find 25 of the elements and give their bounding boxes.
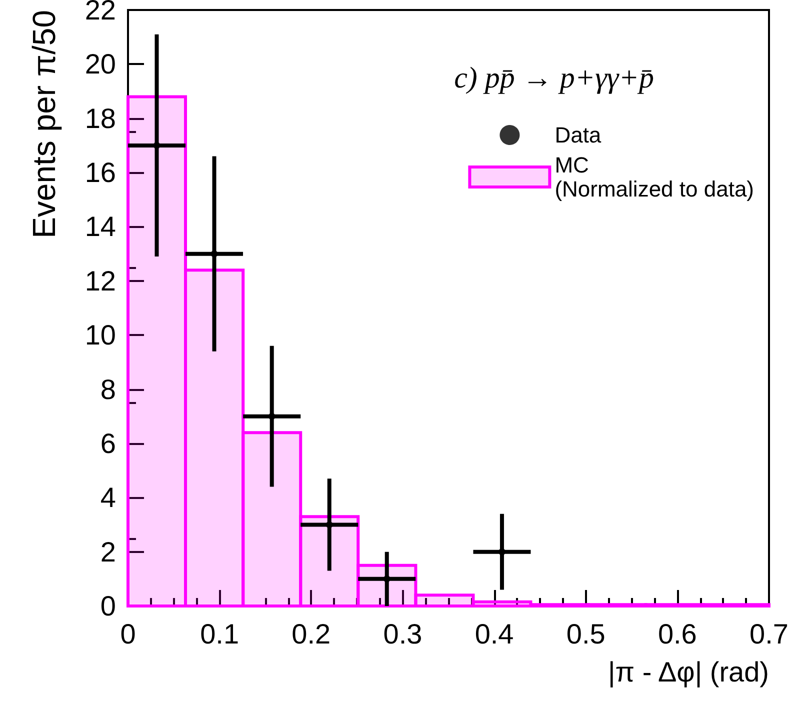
y-tick-label: 8 [100,374,116,405]
x-axis-title: |π - Δφ| (rad) [608,656,769,688]
y-tick-label: 6 [100,428,116,459]
x-tick-label: 0.1 [200,618,240,650]
y-tick-label: 22 [84,0,116,26]
y-tick-label: 20 [84,48,116,80]
x-tick-label: 0.6 [658,618,697,650]
y-tick-label: 16 [84,157,116,188]
legend-label: Data [554,122,602,148]
y-axis-title: Events per π/50 [26,10,62,238]
y-tick-label: 2 [100,536,116,568]
x-tick-label: 0.5 [566,618,606,650]
x-tick-label: 0.2 [292,618,331,650]
text: c) pp̄ → p+γγ+p̄ [454,62,654,94]
x-tick-label: 0.4 [474,618,514,650]
x-tick-label: 0 [120,618,136,650]
y-tick-label: 18 [84,102,116,134]
y-tick-label: 4 [100,482,116,514]
x-tick-label: 0.7 [750,618,788,650]
y-tick-label: 10 [84,320,116,351]
y-tick-label: 12 [84,265,116,296]
y-tick-label: 0 [100,590,116,622]
x-tick-label: 0.3 [383,618,422,650]
legend-label: MC (Normalized to data) [554,152,754,202]
y-tick-label: 14 [84,211,116,242]
